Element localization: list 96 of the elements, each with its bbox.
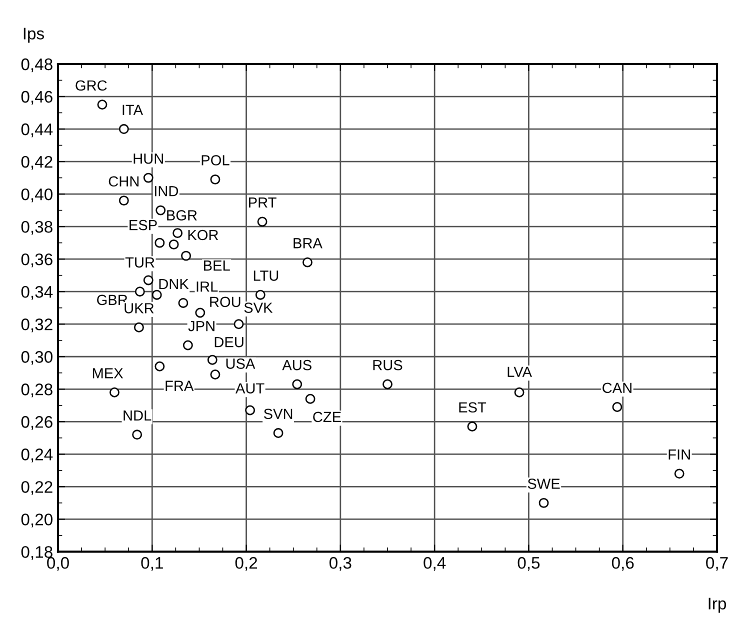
point	[305, 394, 316, 404]
annotation: SWE	[528, 478, 560, 489]
annotation: CZE	[313, 412, 341, 422]
point	[152, 290, 162, 300]
annotation: PRT	[249, 198, 276, 208]
y-tick-label: 0,36	[21, 253, 52, 268]
annotation: FIN	[668, 450, 690, 460]
point	[273, 428, 284, 438]
annotation: LTU	[254, 270, 278, 281]
annotation: BRA	[294, 238, 322, 248]
point	[168, 239, 179, 250]
annotation: USA	[226, 358, 256, 369]
point	[245, 405, 256, 416]
y-tick-label: 0,30	[21, 351, 52, 365]
annotation: AUT	[236, 383, 264, 394]
annotation: IRL	[196, 282, 218, 292]
x-tick-label: 0,1	[141, 557, 163, 571]
annotation: JPN	[188, 321, 214, 332]
point	[97, 100, 108, 110]
y-tick-label: 0,22	[21, 481, 52, 495]
annotation: EST	[459, 402, 486, 413]
y-tick-label: 0,40	[21, 188, 52, 202]
x-axis-title: Irp	[708, 598, 726, 613]
y-tick-label: 0,42	[21, 156, 52, 170]
point	[132, 430, 142, 440]
annotation: CHN	[108, 176, 139, 187]
point	[210, 174, 220, 184]
point	[143, 172, 154, 183]
annotation: SVK	[244, 302, 273, 313]
y-tick-label: 0,24	[21, 448, 53, 462]
point	[382, 379, 392, 390]
x-tick-label: 0,3	[329, 557, 352, 571]
annotation: FRA	[166, 380, 194, 391]
annotation: AUS	[282, 360, 312, 370]
annotation: DNK	[159, 279, 189, 290]
point	[154, 361, 165, 372]
annotation: NDL	[124, 410, 152, 421]
point	[118, 124, 129, 134]
y-tick-label: 0,44	[21, 123, 53, 138]
annotation: GBR	[97, 294, 128, 306]
point	[210, 370, 220, 380]
point	[182, 340, 193, 350]
point	[134, 322, 144, 332]
annotation: LVA	[508, 366, 532, 377]
point	[538, 498, 549, 508]
x-tick-label: 0,2	[235, 557, 258, 571]
point	[118, 196, 129, 206]
annotation: SVN	[264, 408, 292, 420]
point	[234, 319, 244, 330]
y-tick-label: 0,26	[21, 416, 52, 430]
annotation: UKR	[124, 303, 154, 314]
point	[154, 238, 165, 248]
y-tick-label: 0,28	[21, 384, 52, 398]
x-tick-label: 0,6	[612, 557, 634, 571]
annotation: BGR	[167, 210, 197, 220]
annotation: CAN	[602, 382, 632, 394]
annotation: KOR	[188, 230, 218, 240]
annotation: ITA	[122, 104, 144, 115]
point	[181, 250, 192, 261]
annotation: RUS	[373, 360, 402, 370]
annotation: ROU	[210, 296, 240, 308]
point	[178, 298, 188, 308]
point	[172, 228, 183, 238]
y-tick-label: 0,46	[21, 90, 52, 105]
point	[257, 216, 268, 227]
x-tick-label: 0,7	[706, 557, 728, 571]
annotation: BEL	[204, 260, 230, 271]
point	[195, 308, 206, 318]
annotation: GRC	[76, 80, 107, 91]
y-tick-label: 0,38	[21, 220, 52, 235]
x-tick-label: 0,5	[518, 557, 540, 571]
y-axis-title: Ips	[24, 28, 44, 43]
point	[292, 379, 302, 390]
x-tick-label: 0,4	[424, 557, 446, 571]
y-tick-label: 0,34	[21, 286, 53, 300]
point	[156, 205, 166, 216]
point	[110, 387, 120, 398]
annotation: IND	[154, 186, 178, 196]
annotation: ESP	[130, 220, 157, 230]
point	[467, 422, 478, 432]
annotation: POL	[202, 155, 230, 166]
point	[612, 402, 622, 412]
point	[134, 286, 145, 297]
point	[207, 354, 218, 365]
point	[302, 257, 312, 268]
y-tick-label: 0,48	[21, 58, 52, 72]
annotation: DEU	[214, 337, 244, 348]
point	[674, 468, 684, 479]
y-tick-label: 0,20	[21, 514, 52, 528]
point	[514, 387, 524, 398]
point	[143, 275, 154, 286]
annotation: TUR	[125, 257, 154, 268]
annotation: MEX	[92, 368, 124, 378]
point	[255, 290, 266, 300]
annotation: HUN	[134, 154, 163, 164]
y-tick-label: 0,32	[21, 318, 52, 332]
